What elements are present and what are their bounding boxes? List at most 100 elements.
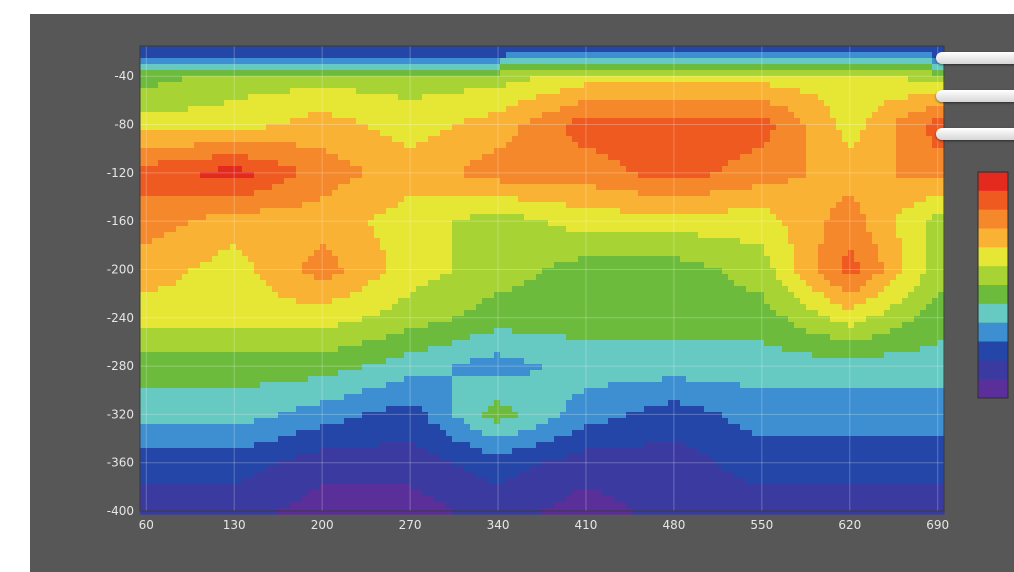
contour-cell [698,106,705,113]
contour-cell [308,70,315,77]
contour-cell [554,178,561,185]
contour-cell [776,118,783,125]
contour-cell [794,88,801,95]
contour-cell [608,106,615,113]
contour-cell [902,94,909,101]
contour-cell [530,46,537,53]
contour-cell [902,244,909,251]
contour-cell [140,46,147,53]
contour-cell [608,226,615,233]
contour-cell [302,226,309,233]
contour-cell [716,124,723,131]
contour-cell [236,184,243,191]
contour-cell [296,112,303,119]
contour-cell [836,154,843,161]
contour-cell [812,196,819,203]
contour-cell [512,166,519,173]
contour-cell [368,136,375,143]
contour-cell [812,106,819,113]
contour-cell [794,208,801,215]
contour-cell [182,100,189,107]
contour-cell [458,202,465,209]
contour-cell [860,214,867,221]
contour-cell [446,58,453,65]
contour-cell [884,178,891,185]
contour-cell [326,256,333,263]
contour-cell [278,142,285,149]
contour-cell [446,118,453,125]
contour-cell [782,46,789,53]
contour-cell [518,70,525,77]
contour-cell [692,118,699,125]
contour-cell [476,196,483,203]
contour-cell [452,244,459,251]
contour-cell [296,202,303,209]
contour-cell [332,238,339,245]
contour-cell [680,124,687,131]
contour-cell [434,166,441,173]
contour-cell [506,82,513,89]
contour-cell [188,112,195,119]
contour-cell [398,148,405,155]
contour-cell [440,154,447,161]
contour-cell [860,142,867,149]
contour-cell [386,202,393,209]
contour-cell [542,172,549,179]
contour-cell [554,154,561,161]
contour-cell [422,232,429,239]
contour-cell [614,262,621,269]
contour-cell [866,196,873,203]
contour-cell [596,226,603,233]
contour-cell [734,124,741,131]
contour-cell [308,130,315,137]
contour-cell [836,226,843,233]
contour-cell [872,250,879,257]
contour-cell [152,196,159,203]
contour-cell [332,82,339,89]
contour-cell [314,142,321,149]
contour-cell [776,100,783,107]
contour-cell [764,100,771,107]
contour-cell [770,196,777,203]
contour-cell [788,82,795,89]
contour-cell [392,94,399,101]
contour-cell [458,226,465,233]
contour-cell [254,52,261,59]
contour-cell [362,250,369,257]
contour-cell [704,208,711,215]
contour-cell [290,136,297,143]
contour-cell [464,118,471,125]
contour-cell [470,64,477,71]
contour-cell [368,214,375,221]
contour-cell [920,154,927,161]
contour-cell [890,238,897,245]
contour-cell [146,154,153,161]
contour-cell [662,148,669,155]
contour-cell [686,232,693,239]
contour-cell [410,88,417,95]
contour-cell [584,130,591,137]
contour-cell [572,154,579,161]
contour-cell [836,202,843,209]
contour-cell [908,262,915,269]
contour-cell [782,226,789,233]
contour-cell [854,244,861,251]
contour-cell [758,238,765,245]
contour-cell [692,172,699,179]
contour-cell [362,160,369,167]
contour-cell [866,250,873,257]
contour-cell [578,142,585,149]
contour-cell [704,196,711,203]
contour-cell [722,250,729,257]
contour-cell [392,136,399,143]
contour-cell [854,112,861,119]
contour-cell [728,160,735,167]
contour-cell [722,190,729,197]
contour-cell [626,136,633,143]
contour-cell [560,94,567,101]
contour-cell [584,166,591,173]
contour-cell [170,124,177,131]
contour-cell [812,76,819,83]
contour-cell [320,124,327,131]
contour-cell [140,64,147,71]
